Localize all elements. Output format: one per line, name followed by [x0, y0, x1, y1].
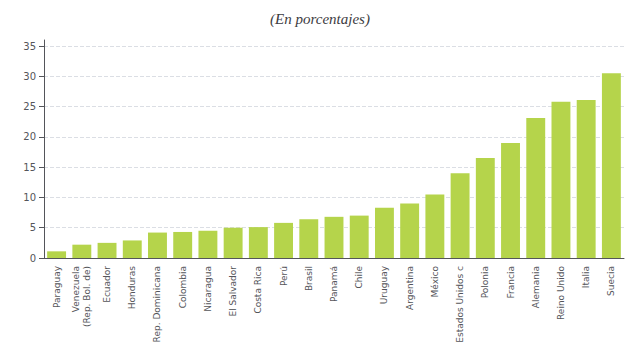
- svg-text:(En porcentajes): (En porcentajes): [270, 11, 370, 28]
- svg-text:Argentina: Argentina: [405, 266, 415, 310]
- svg-text:Ecuador: Ecuador: [102, 266, 112, 303]
- svg-text:Colombia: Colombia: [178, 266, 188, 308]
- svg-text:Francia: Francia: [506, 266, 516, 298]
- svg-text:México: México: [430, 266, 440, 298]
- svg-text:30: 30: [23, 71, 36, 82]
- svg-text:20: 20: [23, 131, 36, 142]
- svg-text:Venezuela: Venezuela: [71, 266, 81, 312]
- svg-text:5: 5: [30, 222, 36, 233]
- svg-text:Suecia: Suecia: [606, 266, 616, 296]
- svg-text:Rep. Dominicana: Rep. Dominicana: [152, 266, 162, 342]
- svg-text:Alemania: Alemania: [531, 266, 541, 308]
- svg-text:Honduras: Honduras: [127, 266, 137, 310]
- svg-text:Brasil: Brasil: [304, 266, 314, 291]
- svg-text:Paraguay: Paraguay: [52, 265, 62, 308]
- svg-text:Uruguay: Uruguay: [379, 265, 389, 304]
- svg-text:Estados Unidos c: Estados Unidos c: [455, 266, 465, 343]
- svg-text:El Salvador: El Salvador: [228, 266, 238, 317]
- svg-text:Italia: Italia: [581, 266, 591, 288]
- svg-text:Panamá: Panamá: [329, 266, 339, 302]
- svg-text:Reino Unido: Reino Unido: [556, 266, 566, 320]
- svg-text:Costa Rica: Costa Rica: [253, 266, 263, 314]
- svg-text:(Rep. Bol. de): (Rep. Bol. de): [82, 266, 92, 327]
- svg-text:Nicaragua: Nicaragua: [203, 266, 213, 312]
- svg-text:Polonia: Polonia: [480, 266, 490, 298]
- svg-text:35: 35: [23, 41, 36, 52]
- svg-text:Chile: Chile: [354, 266, 364, 289]
- svg-text:15: 15: [23, 162, 36, 173]
- svg-text:Perú: Perú: [279, 266, 289, 286]
- svg-text:10: 10: [23, 192, 36, 203]
- svg-text:25: 25: [23, 101, 36, 112]
- svg-text:0: 0: [30, 253, 36, 264]
